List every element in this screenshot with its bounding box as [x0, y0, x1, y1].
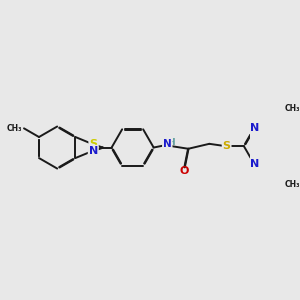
Text: N: N [89, 146, 98, 156]
Text: H: H [167, 138, 175, 147]
Text: N: N [250, 123, 259, 133]
Text: CH₃: CH₃ [7, 124, 22, 133]
Text: N: N [250, 160, 259, 170]
Text: S: S [223, 141, 231, 151]
Text: N: N [163, 139, 172, 149]
Text: CH₃: CH₃ [285, 180, 300, 189]
Text: S: S [89, 140, 97, 149]
Text: O: O [180, 166, 189, 176]
Text: CH₃: CH₃ [285, 104, 300, 113]
